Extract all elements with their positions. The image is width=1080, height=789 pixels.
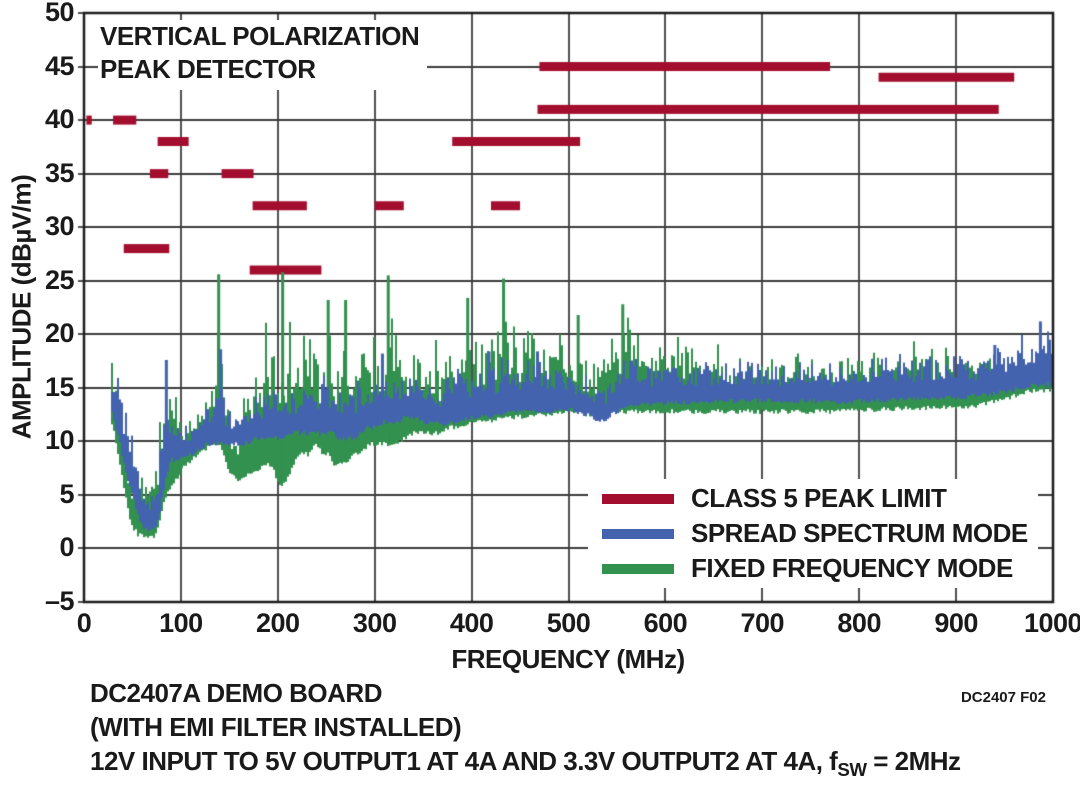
y-tick-label: 50 bbox=[44, 0, 75, 27]
y-tick-label: –5 bbox=[44, 586, 75, 616]
x-tick-label: 400 bbox=[449, 608, 494, 638]
y-tick-label: 20 bbox=[44, 318, 75, 349]
x-tick-label: 600 bbox=[643, 608, 688, 638]
legend-row-spread-spectrum: SPREAD SPECTRUM MODE bbox=[602, 516, 1028, 551]
y-tick-label: 25 bbox=[44, 264, 75, 295]
legend-label-fixed-frequency: FIXED FREQUENCY MODE bbox=[691, 553, 1013, 583]
caption-line-2: (WITH EMI FILTER INSTALLED) bbox=[90, 712, 462, 742]
y-tick-label: 35 bbox=[44, 157, 75, 188]
x-axis-label: FREQUENCY (MHz) bbox=[451, 644, 685, 674]
y-tick-label: 15 bbox=[44, 371, 75, 402]
legend-label-class5: CLASS 5 PEAK LIMIT bbox=[691, 483, 947, 513]
caption-line-3: 12V INPUT TO 5V OUTPUT1 AT 4A AND 3.3V O… bbox=[90, 746, 961, 781]
x-tick-label: 100 bbox=[159, 608, 203, 638]
y-tick-label: 5 bbox=[59, 478, 74, 509]
x-tick-label: 1000 bbox=[1023, 608, 1080, 638]
y-tick-label: 0 bbox=[59, 532, 74, 563]
y-tick-label: 30 bbox=[44, 211, 75, 242]
x-tick-label: 200 bbox=[256, 608, 300, 638]
x-tick-label: 0 bbox=[76, 608, 92, 638]
spread-spectrum-swatch-icon bbox=[602, 528, 674, 539]
chart-title: VERTICAL POLARIZATION PEAK DETECTOR bbox=[98, 20, 428, 90]
legend-label-spread-spectrum: SPREAD SPECTRUM MODE bbox=[691, 518, 1028, 548]
x-tick-label: 300 bbox=[352, 608, 397, 638]
chart-title-line-2: PEAK DETECTOR bbox=[100, 54, 316, 84]
x-tick-label: 800 bbox=[837, 608, 881, 638]
x-tick-label: 500 bbox=[546, 608, 591, 638]
chart-title-line-1: VERTICAL POLARIZATION bbox=[100, 21, 420, 51]
y-tick-label: 40 bbox=[44, 104, 75, 135]
caption-line-1: DC2407A DEMO BOARD bbox=[90, 678, 382, 708]
y-tick-label: 10 bbox=[44, 425, 75, 456]
legend: CLASS 5 PEAK LIMIT SPREAD SPECTRUM MODE … bbox=[588, 479, 1038, 588]
x-tick-label: 900 bbox=[934, 608, 978, 638]
figure-number: DC2407 F02 bbox=[960, 689, 1046, 706]
fixed-frequency-swatch-icon bbox=[602, 563, 674, 574]
x-tick-label: 700 bbox=[740, 608, 785, 638]
fsw-subscript: SW bbox=[837, 759, 867, 781]
caption: DC2407A DEMO BOARD (WITH EMI FILTER INST… bbox=[90, 676, 961, 787]
legend-row-fixed-frequency: FIXED FREQUENCY MODE bbox=[602, 551, 1028, 586]
legend-row-class5: CLASS 5 PEAK LIMIT bbox=[602, 481, 1028, 516]
y-tick-label: 45 bbox=[44, 50, 75, 81]
class5-limit-swatch-icon bbox=[602, 493, 674, 504]
